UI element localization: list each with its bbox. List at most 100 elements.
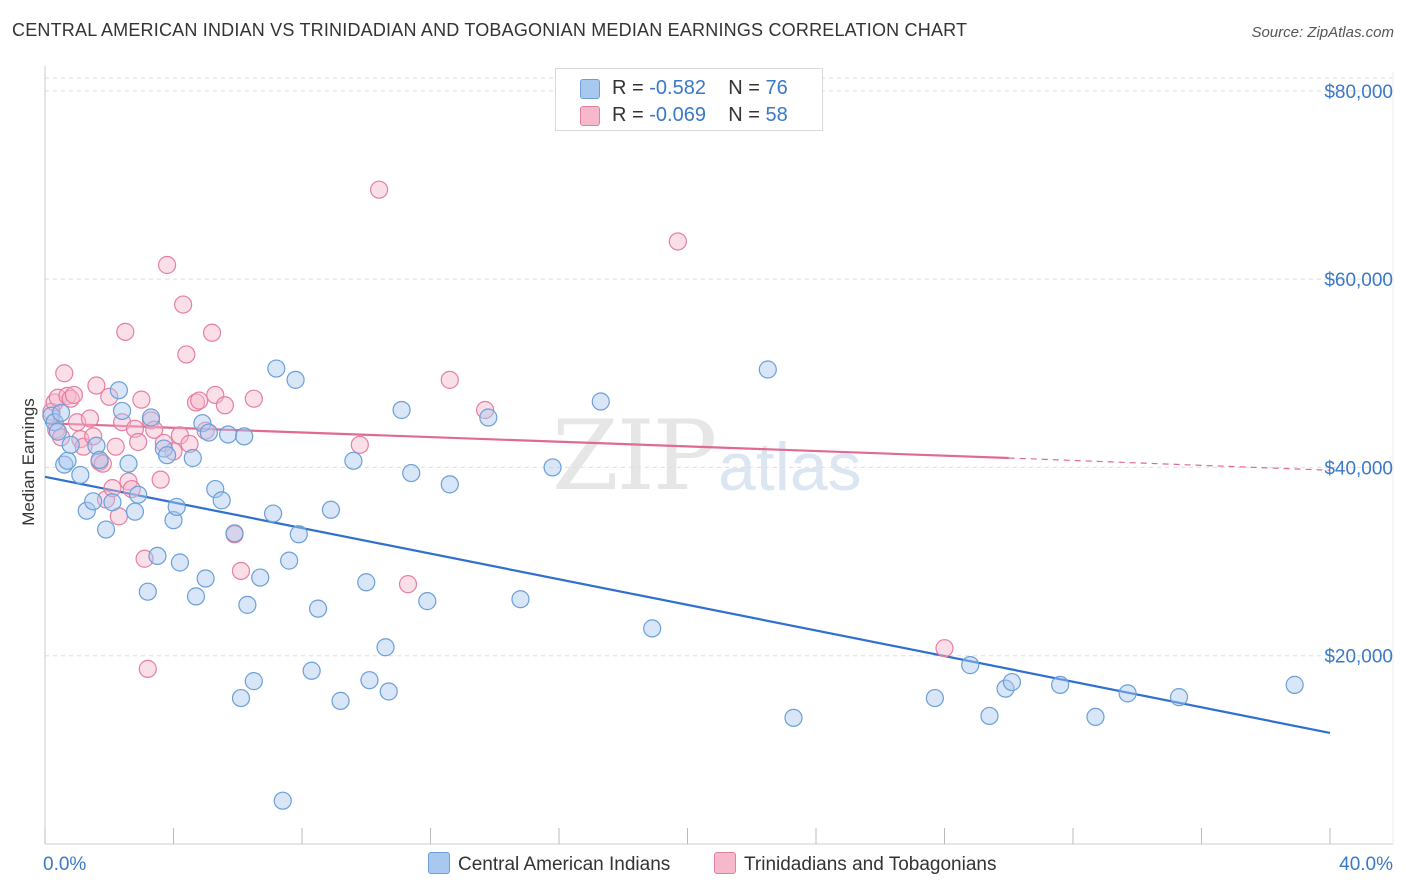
pink-point [668, 232, 687, 251]
pink-point [80, 409, 100, 428]
blue-point [251, 568, 270, 587]
pink-point [55, 364, 74, 383]
blue-point [206, 479, 225, 499]
series-label-pink: Trinidadians and Tobagonians [744, 854, 997, 875]
blue-point [90, 450, 109, 469]
pink-point [244, 389, 263, 408]
pink-point [132, 390, 151, 409]
blue-points [42, 359, 1304, 810]
blue-point [591, 392, 610, 411]
blue-point [103, 493, 122, 512]
blue-point [308, 599, 328, 618]
blue-point [543, 458, 562, 477]
blue-point [784, 708, 803, 727]
blue-point [51, 403, 71, 422]
blue-point [996, 679, 1015, 698]
x-tick-label-0: 0.0% [43, 854, 86, 875]
blue-point [186, 587, 206, 606]
blue-point [231, 688, 251, 708]
pink-point [350, 435, 369, 454]
pink-point [935, 639, 954, 658]
blue-point [183, 448, 202, 468]
blue-point [961, 656, 980, 675]
blue-point [758, 360, 777, 379]
pink-trend-extension [1008, 457, 1331, 471]
watermark-zip: ZIP [552, 400, 717, 512]
series-legend-blue: Central American Indians [428, 852, 670, 876]
blue-point [1169, 688, 1189, 707]
blue-point [199, 423, 218, 442]
correlation-legend: R = -0.582 N = 76 R = -0.069 N = 58 [555, 68, 823, 131]
y-tick-label-0: $20,000 [1324, 647, 1393, 668]
blue-point [392, 400, 411, 420]
blue-point [376, 638, 395, 657]
blue-point [286, 370, 305, 389]
y-tick-label-1: $40,000 [1324, 458, 1393, 479]
blue-point [84, 492, 103, 511]
blue-point [344, 451, 363, 470]
series-swatch-pink [714, 852, 736, 874]
pink-point [129, 432, 148, 452]
blue-point [479, 408, 498, 427]
legend-r-value-blue: -0.582 [649, 77, 706, 99]
blue-point [289, 525, 308, 544]
blue-point [643, 619, 662, 638]
pink-point [398, 575, 418, 594]
pink-point [64, 385, 84, 405]
blue-point [1086, 707, 1105, 727]
blue-point [138, 582, 157, 601]
series-legend-pink: Trinidadians and Tobagonians [714, 852, 996, 876]
blue-point [302, 661, 321, 680]
blue-point [109, 381, 128, 400]
pink-point [138, 659, 157, 678]
trend-lines [44, 422, 1331, 734]
pink-point [180, 434, 199, 453]
legend-n-label: N = [728, 104, 760, 126]
axes [44, 66, 1394, 845]
x-tick-label-1: 40.0% [1339, 854, 1393, 875]
blue-point [321, 500, 341, 519]
pink-point [190, 391, 209, 410]
legend-swatch-pink [580, 106, 600, 126]
blue-point [511, 590, 530, 609]
blue-point [280, 551, 299, 570]
blue-point [129, 485, 148, 504]
blue-point [225, 524, 244, 543]
chart-title: CENTRAL AMERICAN INDIAN VS TRINIDADIAN A… [12, 20, 968, 40]
blue-point [196, 569, 215, 588]
pink-point [215, 396, 234, 415]
pink-trend-line [44, 422, 1009, 460]
blue-point [244, 672, 263, 691]
blue-point [77, 501, 96, 520]
blue-point [141, 408, 161, 427]
blue-point [167, 497, 186, 517]
pink-point [106, 437, 125, 456]
blue-point [119, 454, 138, 473]
blue-point [263, 504, 283, 523]
blue-point [157, 446, 177, 465]
blue-point [331, 691, 350, 710]
blue-point [273, 791, 292, 810]
blue-point [112, 401, 132, 421]
blue-point [418, 592, 437, 611]
blue-point [148, 546, 167, 566]
blue-point [61, 435, 80, 454]
pink-point [51, 428, 71, 447]
blue-point [1118, 684, 1137, 703]
pink-point [87, 376, 106, 395]
blue-point [219, 425, 238, 444]
blue-point [360, 671, 379, 690]
blue-point [71, 465, 90, 485]
legend-r-label: R = [612, 77, 644, 99]
pink-point [100, 387, 119, 406]
pink-points [42, 180, 954, 678]
blue-trend-line [44, 475, 1331, 734]
blue-point [87, 436, 106, 455]
blue-point [235, 427, 254, 446]
blue-point [212, 491, 231, 510]
pink-point [370, 180, 389, 199]
blue-point [440, 475, 459, 494]
blue-point [1285, 675, 1304, 694]
pink-point [116, 322, 135, 341]
